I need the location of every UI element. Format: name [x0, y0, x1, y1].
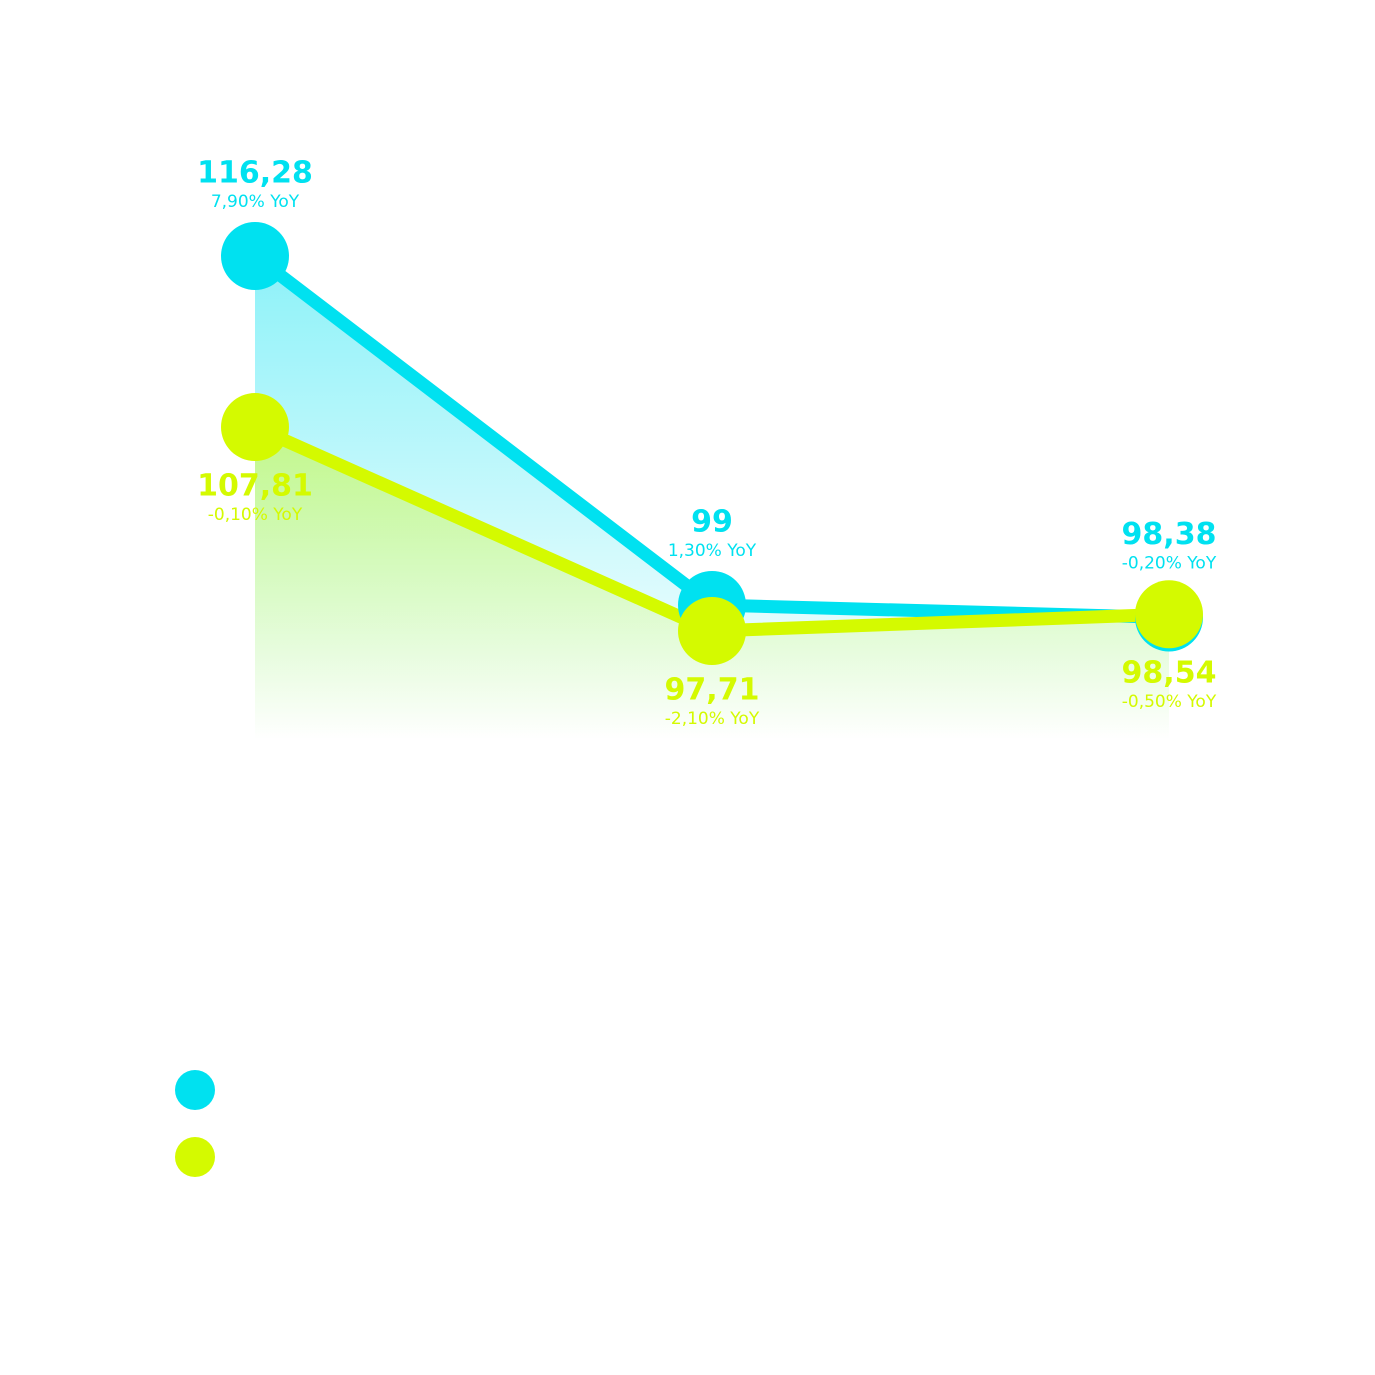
- point: [678, 597, 746, 665]
- value-label: 99: [691, 504, 733, 539]
- yoy-label: -0,10% YoY: [208, 505, 303, 525]
- point: [221, 222, 289, 290]
- value-label: 98,38: [1122, 517, 1217, 552]
- value-label: 107,81: [197, 469, 313, 504]
- value-label: 98,54: [1122, 656, 1217, 691]
- legend-marker: [175, 1070, 215, 1110]
- point: [1135, 580, 1203, 649]
- value-label: 97,71: [665, 673, 760, 708]
- yoy-label: 7,90% YoY: [211, 192, 300, 212]
- legend-marker: [175, 1137, 215, 1177]
- yoy-label: -0,50% YoY: [1122, 692, 1217, 712]
- yoy-label: 1,30% YoY: [668, 541, 757, 561]
- area: [255, 427, 1169, 740]
- value-label: 116,28: [197, 156, 313, 191]
- yoy-label: -0,20% YoY: [1122, 553, 1217, 573]
- point: [221, 393, 289, 462]
- yoy-label: -2,10% YoY: [665, 709, 760, 729]
